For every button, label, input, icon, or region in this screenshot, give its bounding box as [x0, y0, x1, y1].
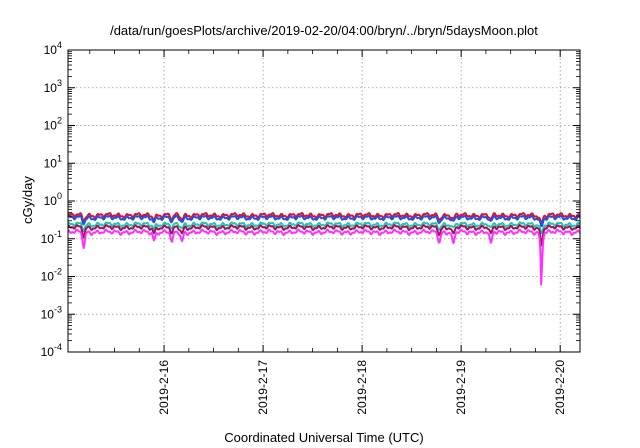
x-tick-label: 2019-2-17	[256, 360, 270, 415]
x-tick-label: 2019-2-18	[355, 360, 369, 415]
series-line-5	[67, 228, 581, 286]
x-tick-label: 2019-2-19	[454, 360, 468, 415]
y-tick-label: 103	[44, 78, 62, 95]
series-line-2	[67, 214, 581, 228]
y-tick-label: 10-2	[41, 267, 62, 284]
y-tick-label: 104	[44, 40, 62, 57]
y-tick-label: 101	[44, 153, 62, 170]
y-axis-label: cGy/day	[20, 176, 35, 224]
y-tick-label: 10-3	[41, 304, 62, 321]
y-tick-label: 10-4	[41, 342, 62, 359]
x-tick-label: 2019-2-16	[157, 360, 171, 415]
x-tick-labels: 2019-2-16 2019-2-17 2019-2-18 2019-2-19 2019…	[157, 360, 567, 415]
grid	[68, 49, 580, 353]
series-line-4	[67, 224, 581, 247]
y-tick-label: 100	[44, 191, 62, 208]
ticks	[68, 49, 580, 353]
series-line-3	[67, 221, 581, 234]
x-axis-label: Coordinated Universal Time (UTC)	[224, 430, 423, 445]
y-tick-label: 102	[44, 116, 62, 133]
chart-title: /data/run/goesPlots/archive/2019-02-20/0…	[110, 23, 538, 38]
y-tick-labels: 104 103 102 101 100 10-1 10-2 10-3 10-4	[41, 40, 62, 359]
series-group	[67, 211, 581, 286]
x-tick-label: 2019-2-20	[553, 360, 567, 415]
y-tick-label: 10-1	[41, 229, 62, 246]
